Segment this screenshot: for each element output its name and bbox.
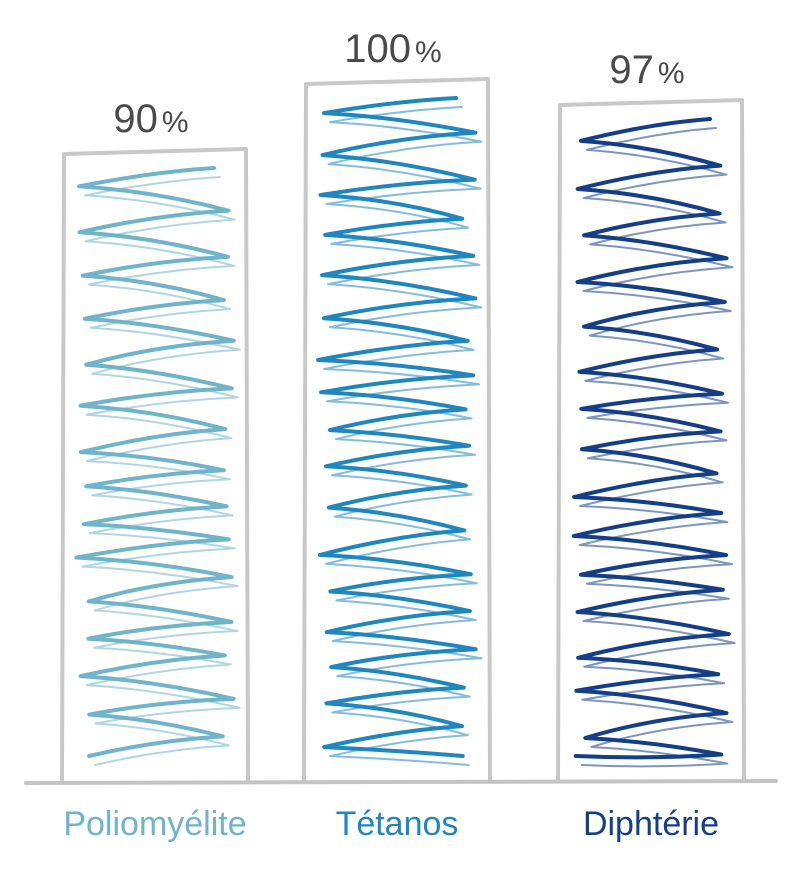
bar-tetanos [302, 77, 492, 782]
bar-poliomyelite [60, 147, 250, 782]
value-number-tetanos: 100 [344, 27, 411, 71]
value-unit-diphterie: % [658, 57, 685, 90]
bar-frame-tetanos [302, 77, 492, 782]
value-number-poliomyelite: 90 [113, 97, 158, 141]
bar-fill-overlay-poliomyelite [81, 176, 241, 766]
category-label-diphterie: Diphtérie [583, 805, 719, 843]
value-number-diphterie: 97 [609, 48, 654, 92]
bar-fill-poliomyelite [74, 166, 236, 758]
bar-fill-diphterie [571, 117, 731, 760]
value-label-poliomyelite: 90% [113, 97, 188, 141]
value-unit-tetanos: % [415, 36, 442, 69]
bar-frame-poliomyelite [60, 147, 250, 782]
labels-layer: 90 % Poliomyélite 100 % Tétanos 97 % Diphtérie [63, 27, 719, 843]
value-unit-poliomyelite: % [162, 106, 189, 139]
bar-diphterie [556, 98, 746, 782]
category-label-tetanos: Tétanos [336, 805, 459, 843]
bar-fill-overlay-diphterie [578, 127, 736, 768]
x-axis-baseline [24, 779, 778, 785]
bar-fill-tetanos [316, 96, 478, 758]
category-label-poliomyelite: Poliomyélite [63, 805, 246, 843]
value-label-diphterie: 97% [609, 48, 684, 92]
bar-fill-overlay-tetanos [323, 106, 483, 766]
bars-layer [60, 77, 746, 782]
value-label-tetanos: 100% [344, 27, 441, 71]
bar-frame-diphterie [556, 98, 746, 782]
